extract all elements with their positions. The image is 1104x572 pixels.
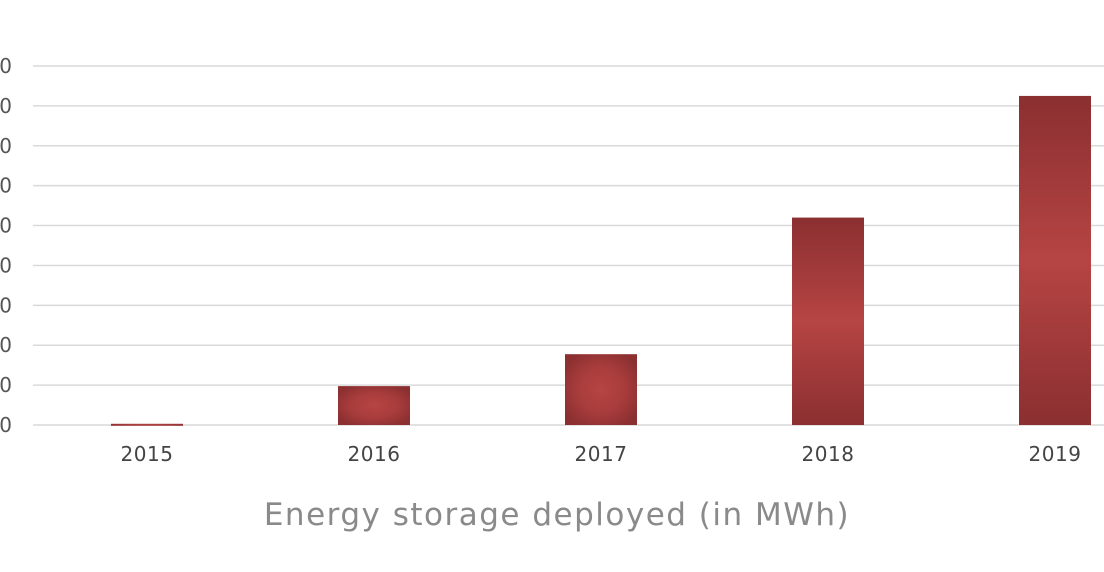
- bar-2018: [792, 217, 864, 425]
- y-tick-label: 1200: [0, 174, 12, 198]
- x-axis-title: Energy storage deployed (in MWh): [264, 497, 850, 533]
- y-tick-label: 800: [0, 253, 12, 277]
- x-tick-label-2018: 2018: [802, 442, 855, 466]
- y-tick-label: 1000: [0, 214, 12, 238]
- bar-2019: [1019, 95, 1091, 426]
- y-tick-label: 1800: [0, 54, 12, 78]
- bars: [111, 95, 1091, 426]
- x-tick-label-2016: 2016: [348, 442, 401, 466]
- x-axis-tick-labels: 2015 2016 2017 2018 2019: [121, 442, 1082, 466]
- y-tick-label: 400: [0, 333, 12, 357]
- bar-2017: [565, 354, 637, 425]
- x-tick-label-2019: 2019: [1029, 442, 1082, 466]
- y-tick-label: 200: [0, 373, 12, 397]
- bar-2016: [338, 386, 410, 425]
- y-tick-label: 1600: [0, 94, 12, 118]
- x-tick-label-2015: 2015: [121, 442, 174, 466]
- x-tick-label-2017: 2017: [575, 442, 628, 466]
- y-axis-tick-labels: 0 200 400 600 800 1000 1200 1400 1600 1800: [0, 54, 12, 437]
- y-tick-label: 0: [0, 413, 12, 437]
- bar-2015: [111, 423, 183, 426]
- y-tick-label: 600: [0, 293, 12, 317]
- y-tick-label: 1400: [0, 134, 12, 158]
- gridlines: [33, 65, 1104, 426]
